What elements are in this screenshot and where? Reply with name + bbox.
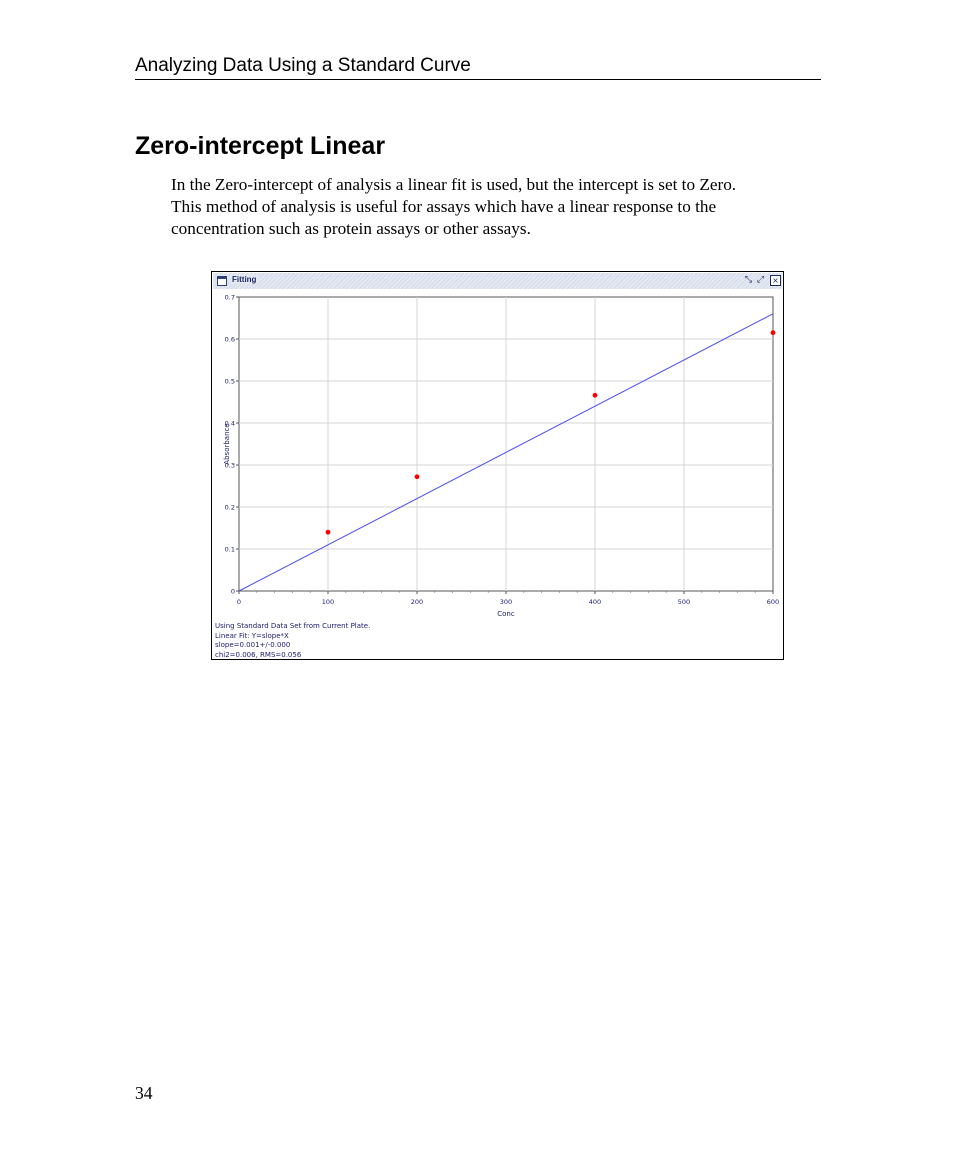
fit-statistics: Using Standard Data Set from Current Pla… [215, 622, 371, 659]
y-tick-label: 0.7 [225, 294, 235, 302]
y-tick-label: 0 [231, 588, 235, 596]
x-tick-label: 200 [411, 598, 423, 606]
x-tick-label: 600 [767, 598, 779, 606]
y-tick-label: 0.5 [225, 378, 235, 386]
x-axis-label: Conc [497, 610, 515, 618]
stats-line: Linear Fit: Y=slope*X [215, 631, 289, 640]
running-header: Analyzing Data Using a Standard Curve [135, 55, 821, 80]
window-title: Fitting [230, 275, 259, 284]
fit-line [238, 313, 774, 592]
x-tick-label: 400 [589, 598, 601, 606]
x-tick-label: 500 [678, 598, 690, 606]
expand-icon[interactable]: ⤢ [756, 275, 765, 285]
y-tick-label: 0.6 [225, 336, 235, 344]
x-tick-label: 0 [237, 598, 241, 606]
x-tick-label: 300 [500, 598, 512, 606]
stats-line: slope=0.001+/-0.000 [215, 641, 291, 650]
paragraph-line: In the Zero-intercept of analysis a line… [171, 175, 737, 194]
paragraph-line: concentration such as protein assays or … [171, 219, 531, 238]
body-paragraph: In the Zero-intercept of analysis a line… [171, 174, 811, 240]
page-number: 34 [135, 1083, 153, 1103]
paragraph-line: This method of analysis is useful for as… [171, 197, 717, 216]
data-point [325, 529, 331, 535]
y-tick-label: 0.2 [225, 504, 235, 512]
section-title: Zero-intercept Linear [135, 132, 386, 160]
stats-line: Using Standard Data Set from Current Pla… [215, 622, 371, 630]
y-axis-label: Absorbance [223, 423, 231, 464]
shrink-icon[interactable]: ⤡ [744, 275, 753, 285]
data-point [770, 330, 776, 336]
data-point [414, 474, 420, 480]
window-title-bar[interactable]: Fitting ⤡ ⤢ × [213, 273, 782, 289]
stats-line: chi2=0.006, RMS=0.056 [215, 650, 302, 659]
close-icon[interactable]: × [770, 275, 781, 286]
y-tick-label: 0.1 [225, 546, 235, 554]
fitting-chart: 0 100 200 300 400 500 600 0 0.1 0.2 0.3 0.4 0.5 0.6 0.… [223, 294, 779, 619]
window-icon [217, 276, 227, 286]
y-tick-label: 0.3 [225, 462, 235, 470]
x-tick-label: 100 [322, 598, 334, 606]
fitting-window: Fitting ⤡ ⤢ × 0 100 200 300 400 500 600 0 0.1 0.2… [211, 271, 784, 660]
y-tick-label: 0.4 [225, 420, 235, 428]
data-point [592, 392, 598, 398]
